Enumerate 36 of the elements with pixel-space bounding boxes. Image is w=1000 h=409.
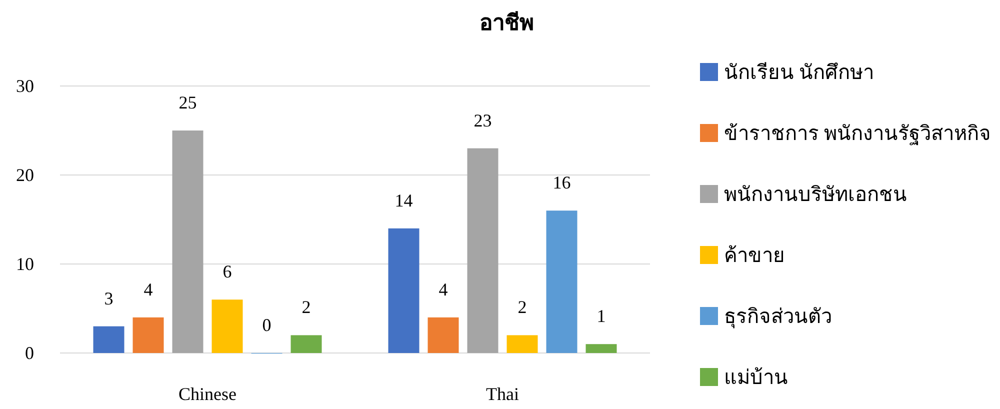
data-label: 16	[552, 172, 571, 193]
data-label: 14	[394, 190, 413, 210]
bar	[212, 300, 243, 353]
legend-label: ค้าขาย	[724, 245, 785, 267]
data-label: 2	[518, 297, 527, 318]
y-tick-label: 0	[25, 343, 34, 363]
bar	[388, 228, 420, 353]
bar	[132, 317, 164, 353]
data-label: 4	[144, 279, 153, 300]
data-label: 23	[474, 110, 492, 130]
legend-label: นักเรียน นักศึกษา	[724, 62, 874, 84]
bar	[586, 344, 617, 353]
bar	[467, 148, 498, 353]
bar	[172, 130, 204, 353]
legend-label: แม่บ้าน	[724, 367, 788, 389]
legend-label: ข้าราชการ พนักงานรัฐวิสาหกิจ	[724, 123, 991, 145]
data-label: 1	[596, 306, 606, 326]
x-tick-label: Thai	[486, 384, 519, 404]
chart-title: อาชีพ	[480, 10, 534, 35]
y-tick-label: 30	[16, 76, 34, 96]
data-label: 2	[302, 297, 311, 318]
bar	[506, 335, 538, 353]
data-label: 6	[222, 262, 232, 282]
data-label: 4	[438, 279, 448, 300]
data-label: 25	[178, 92, 197, 112]
legend-label: ธุรกิจส่วนตัว	[724, 306, 832, 329]
bar	[428, 317, 459, 353]
data-label: 3	[104, 288, 114, 308]
y-tick-label: 20	[16, 165, 34, 185]
legend-label: พนักงานบริษัทเอกชน	[724, 184, 907, 206]
y-tick-label: 10	[16, 254, 34, 274]
bar	[546, 210, 578, 353]
bar	[290, 335, 322, 353]
bar	[93, 326, 124, 353]
x-tick-label: Chinese	[178, 384, 236, 404]
data-label: 0	[262, 315, 272, 335]
